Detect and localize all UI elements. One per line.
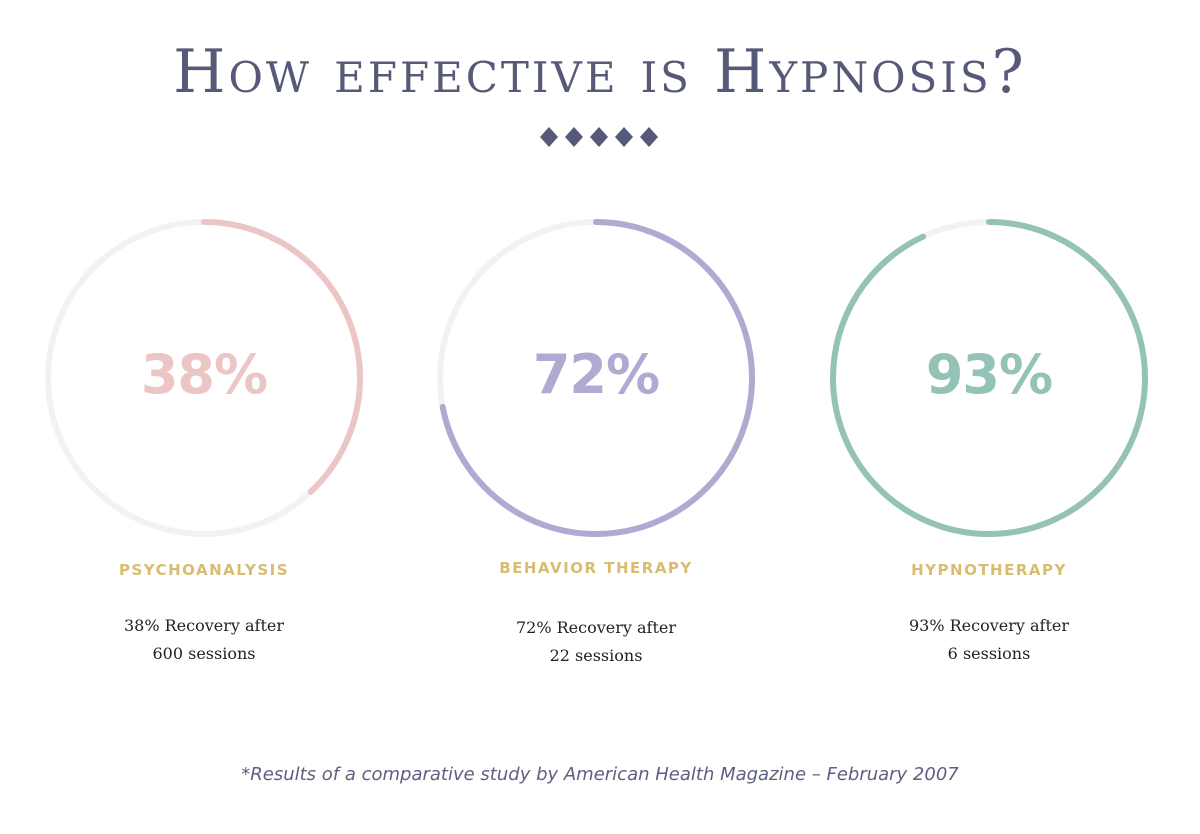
diamond-icon [540,127,558,147]
gauge-progress-arc [830,219,1148,537]
diamond-icon [615,127,633,147]
gauge-description-line: 72% Recovery after [515,618,677,637]
diamond-icon [565,127,583,147]
gauge-psychoanalysis: 38% PSYCHOANALYSIS 38% Recovery after 60… [14,200,394,680]
page-title: How effective is Hypnosis? [173,37,1027,107]
gauge-category-label: HYPNOTHERAPY [911,561,1067,579]
gauge-category-label: BEHAVIOR THERAPY [499,559,693,577]
gauge-percent-value: 72% [532,343,660,406]
diamond-icons [540,127,658,147]
diamond-icon [640,127,658,147]
gauge-ring [830,219,1148,537]
gauge-category-label: PSYCHOANALYSIS [118,561,290,579]
diamond-icon [590,127,608,147]
gauge-description: 72% Recovery after 22 sessions [406,614,786,670]
gauge-ring [45,219,363,537]
gauge-description: 93% Recovery after 6 sessions [799,612,1179,668]
gauge-progress-arc [437,219,755,537]
gauge-percent-value: 93% [925,343,1053,406]
gauge-description-line: 6 sessions [947,644,1031,663]
diamond-ornament-icon [540,127,658,147]
gauge-progress-arc [45,219,363,537]
gauge-hypnotherapy: 93% HYPNOTHERAPY 93% Recovery after 6 se… [799,200,1179,680]
source-footnote: *Results of a comparative study by Ameri… [241,764,959,785]
gauge-behavior-therapy: 72% BEHAVIOR THERAPY 72% Recovery after … [406,200,786,680]
gauge-description: 38% Recovery after 600 sessions [14,612,394,668]
gauge-ring [437,219,755,537]
gauge-percent-value: 38% [140,343,268,406]
gauge-description-line: 38% Recovery after [123,616,285,635]
gauge-description-line: 600 sessions [152,644,256,663]
gauge-description-line: 22 sessions [549,646,643,665]
gauge-description-line: 93% Recovery after [908,616,1070,635]
